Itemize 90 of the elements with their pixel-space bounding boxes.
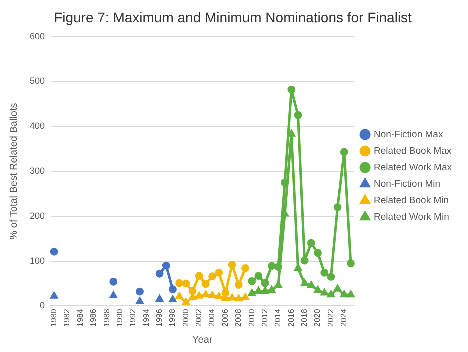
point — [182, 280, 190, 288]
point — [208, 292, 216, 298]
x-tick-label: 1980 — [50, 308, 59, 327]
legend-label: Related Book Min — [374, 195, 450, 206]
x-tick-label: 2018 — [300, 308, 310, 327]
point — [327, 273, 336, 281]
point — [314, 249, 322, 258]
point — [110, 278, 118, 286]
point — [321, 289, 328, 296]
x-tick-label: 2022 — [326, 308, 336, 327]
point — [347, 260, 355, 268]
point — [136, 288, 144, 296]
point — [255, 287, 262, 294]
point — [234, 281, 243, 290]
y-tick-label: 400 — [30, 121, 46, 132]
point — [196, 292, 203, 299]
point — [162, 262, 170, 270]
legend-label: Related Book Max — [374, 146, 452, 157]
point — [274, 282, 282, 288]
point — [261, 279, 270, 288]
x-tick-label: 1996 — [155, 308, 164, 327]
point — [228, 260, 236, 269]
x-tick-label: 2024 — [340, 308, 349, 327]
point — [242, 294, 250, 300]
point — [262, 287, 269, 294]
x-tick-label: 2008 — [234, 308, 244, 327]
y-tick-label: 100 — [30, 256, 46, 266]
point — [110, 292, 118, 298]
point — [136, 298, 144, 304]
point — [176, 279, 184, 288]
point — [248, 278, 256, 286]
point — [208, 272, 216, 281]
point — [294, 264, 302, 272]
y-tick-label: 300 — [30, 166, 46, 176]
point — [169, 286, 177, 294]
x-tick-label: 1988 — [102, 308, 112, 327]
x-tick-label: 1990 — [115, 308, 124, 327]
point — [254, 272, 263, 280]
x-tick-label: 2016 — [286, 308, 296, 327]
point — [50, 248, 58, 256]
x-tick-label: 1998 — [168, 308, 178, 327]
point — [202, 280, 210, 288]
point — [169, 296, 177, 303]
x-axis-title: Year — [192, 334, 214, 346]
point — [300, 256, 309, 265]
legend-label: Related Work Max — [374, 162, 452, 174]
point — [242, 264, 250, 272]
x-tick-label: 2014 — [274, 308, 283, 327]
point — [334, 285, 342, 292]
point — [281, 178, 290, 187]
point — [320, 269, 329, 277]
x-tick-label: 2020 — [313, 308, 322, 327]
point — [216, 292, 223, 300]
x-tick-label: 1986 — [89, 308, 98, 327]
x-tick-label: 2002 — [194, 308, 204, 327]
x-tick-label: 2006 — [220, 308, 230, 327]
x-tick-label: 1982 — [62, 308, 72, 327]
x-tick-label: 2012 — [260, 308, 270, 327]
point — [301, 280, 308, 286]
point — [334, 203, 342, 212]
legend-label: Related Work Min — [374, 212, 450, 223]
point — [188, 287, 197, 296]
x-tick-label: 2010 — [247, 308, 256, 327]
point — [294, 111, 302, 120]
point — [156, 270, 164, 278]
x-tick-label: 1984 — [76, 308, 85, 327]
x-tick-label: 2004 — [208, 308, 217, 327]
point — [288, 130, 296, 137]
x-tick-label: 2000 — [181, 308, 190, 327]
x-tick-label: 1992 — [128, 308, 138, 327]
y-tick-label: 600 — [30, 31, 46, 42]
point — [307, 239, 316, 248]
legend-label: Non-Fiction Max — [374, 129, 444, 140]
chart-title: Figure 7: Maximum and Minimum Nominations for Finalist — [54, 9, 412, 26]
y-tick-label: 200 — [30, 210, 46, 221]
y-axis-title: % of Total Best Related Ballots — [8, 103, 20, 240]
y-tick-label: 500 — [30, 76, 46, 86]
point — [195, 272, 204, 280]
point — [268, 262, 276, 270]
point — [288, 86, 296, 94]
x-tick-label: 1994 — [142, 308, 151, 327]
point — [176, 292, 184, 300]
point — [222, 289, 230, 298]
y-tick-label: 0 — [40, 300, 46, 311]
point — [340, 148, 348, 156]
legend-label: Non-Fiction Min — [374, 178, 441, 190]
point — [274, 263, 282, 272]
point — [281, 210, 289, 217]
point — [50, 292, 58, 299]
point — [215, 269, 224, 277]
